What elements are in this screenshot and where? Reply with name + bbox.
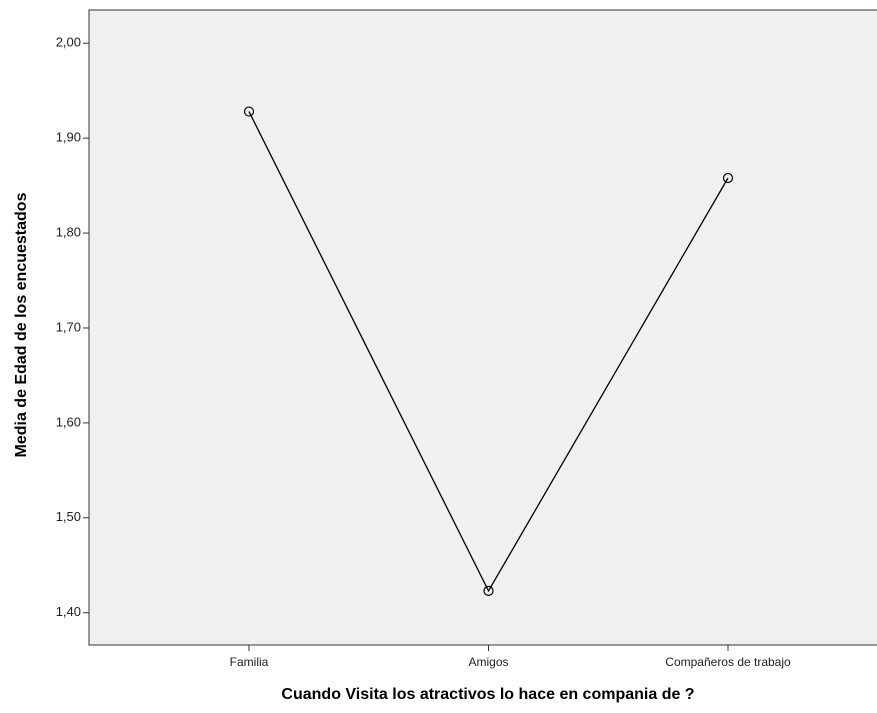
data-point [483, 585, 494, 596]
x-tick-label: Amigos [468, 655, 508, 669]
y-tick-label: 1,60 [56, 414, 81, 429]
y-tick-label: 2,00 [56, 35, 81, 50]
y-tick-label: 1,80 [56, 224, 81, 239]
y-tick-label: 1,70 [56, 319, 81, 334]
y-tick-label: 1,40 [56, 604, 81, 619]
x-axis-title: Cuando Visita los atractivos lo hace en … [281, 686, 694, 703]
data-point [243, 106, 255, 117]
x-tick-label: Compañeros de trabajo [665, 655, 791, 669]
data-point [722, 172, 734, 184]
x-tick-label: Familia [230, 655, 269, 669]
y-tick-label: 1,50 [56, 509, 81, 524]
y-axis-title: Media de Edad de los encuestados [13, 192, 30, 457]
plot-area [88, 9, 877, 646]
data-line [248, 111, 729, 593]
y-tick-label: 1,90 [56, 130, 81, 145]
